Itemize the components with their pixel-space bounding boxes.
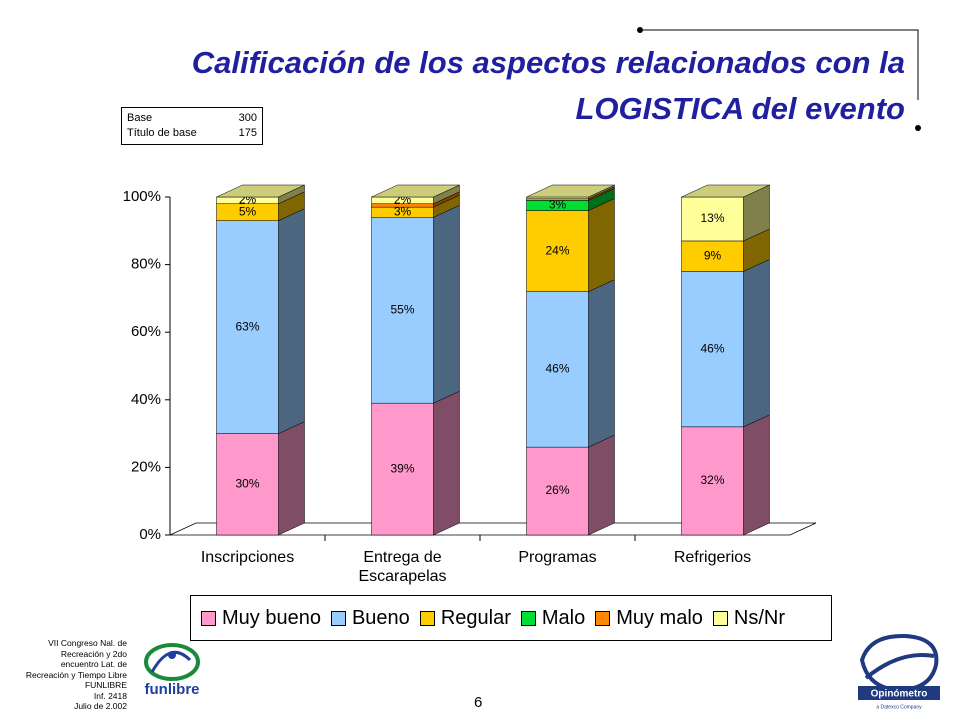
logo-text: Opinómetro — [871, 689, 928, 700]
logo-tagline: a Datexco Company — [876, 704, 922, 710]
base-value: 175 — [238, 127, 257, 139]
footer-line: Inf. 2418 — [93, 690, 127, 701]
footer-line: FUNLIBRE — [84, 680, 127, 690]
bar-segment — [526, 446, 589, 536]
footer-text: VII Congreso Nal. de Recreación y 2do encu… — [2, 638, 127, 712]
base-row: Base 300 — [127, 111, 257, 126]
bar-side — [588, 198, 615, 293]
data-label: 9% — [704, 248, 722, 262]
legend-swatch — [419, 610, 435, 626]
data-label: 3% — [394, 204, 412, 218]
x-tick-label: Refrigerios — [673, 549, 752, 566]
y-tick-label: 0% — [139, 526, 161, 543]
base-label: Base — [127, 112, 153, 124]
bar-side — [433, 204, 460, 404]
bar-segment — [526, 210, 589, 292]
legend-swatch — [520, 610, 536, 626]
bar-top — [216, 184, 305, 198]
base-value: 300 — [238, 112, 257, 124]
x-tick-label: Programas — [518, 549, 597, 566]
legend-swatch — [201, 610, 216, 626]
footer-line: encuentro Lat. de — [60, 659, 127, 669]
legend-item: Ns/Nr — [712, 606, 786, 630]
data-label: 24% — [545, 243, 569, 257]
legend-label: Malo — [541, 606, 586, 629]
bar-segment — [371, 402, 434, 536]
legend: Muy bueno Bueno Regular Malo Muy malo Ns/Nr — [190, 595, 832, 641]
bar-segment — [526, 196, 589, 199]
y-tick-label: 20% — [131, 458, 161, 475]
base-box: Base 300 Título de base 175 — [121, 107, 263, 145]
legend-item: Muy bueno — [201, 607, 321, 630]
footer-line: Julio de 2.002 — [74, 701, 127, 711]
logo-right: Opinómetro a Datexco Company — [858, 633, 940, 710]
bar-side — [743, 414, 770, 536]
bar-top — [526, 184, 615, 198]
data-label: 32% — [700, 473, 724, 487]
data-label: 46% — [545, 362, 569, 376]
base-row: Título de base 175 — [127, 126, 257, 141]
legend-item: Muy malo — [595, 607, 703, 630]
y-tick-label: 60% — [131, 323, 161, 340]
bar-segment — [216, 433, 279, 536]
y-tick-label: 100% — [123, 188, 161, 205]
data-label: 30% — [235, 476, 259, 490]
base-label: Título de base — [127, 127, 197, 139]
bar-side — [588, 434, 615, 536]
y-tick-label: 80% — [131, 256, 161, 273]
data-label: 3% — [549, 198, 567, 212]
data-label: 13% — [700, 211, 724, 225]
legend-label: Regular — [440, 606, 511, 629]
footer-line: VII Congreso Nal. de — [48, 638, 127, 648]
bar-segment — [681, 240, 744, 272]
legend-label: Muy bueno — [222, 606, 321, 629]
footer-line: Recreación y 2do — [60, 648, 127, 659]
bar-segment — [216, 220, 279, 434]
data-label: 46% — [700, 341, 724, 355]
data-label: 39% — [390, 461, 414, 475]
data-label: 55% — [390, 302, 414, 316]
decor-bracket — [640, 29, 919, 100]
bar-side — [433, 390, 460, 536]
legend-item: Malo — [520, 606, 586, 630]
bar-segment — [371, 217, 434, 404]
legend-label: Bueno — [351, 606, 410, 629]
logo-left: funlibre — [144, 643, 200, 698]
bar-top — [371, 184, 460, 198]
x-tick-label: Entrega de Escarapelas — [358, 549, 447, 585]
bar-side — [588, 279, 615, 448]
bar-top — [681, 184, 770, 198]
data-label: 5% — [239, 204, 257, 218]
legend-swatch — [712, 610, 728, 626]
logo-text: funlibre — [145, 681, 200, 698]
legend-label: Muy malo — [616, 606, 703, 629]
decor-dot — [915, 125, 921, 131]
bar-segment — [681, 426, 744, 536]
title: Calificación de los aspectos relacionado… — [191, 45, 905, 126]
bar-segment — [681, 196, 744, 242]
legend-item: Regular — [419, 606, 511, 630]
legend-item: Bueno — [330, 606, 410, 630]
page-number: 6 — [474, 694, 483, 711]
bar-side — [743, 258, 770, 428]
x-tick-label: Inscripciones — [200, 549, 295, 566]
data-label: 63% — [235, 319, 259, 333]
data-label: 26% — [545, 483, 569, 497]
y-tick-label: 40% — [131, 391, 161, 408]
legend-label: Ns/Nr — [733, 606, 786, 629]
bar-segment — [526, 198, 589, 201]
footer-line: Recreación y Tiempo Libre — [25, 669, 127, 680]
legend-swatch — [595, 610, 611, 626]
legend-swatch — [330, 610, 346, 626]
bar-side — [278, 421, 305, 536]
bar-side — [278, 208, 305, 434]
